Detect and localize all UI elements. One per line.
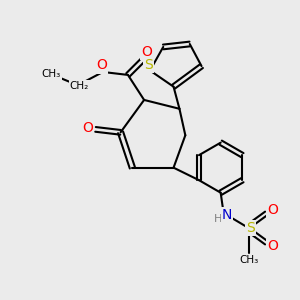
Text: O: O — [141, 45, 152, 59]
Text: CH₃: CH₃ — [42, 69, 61, 79]
Text: CH₂: CH₂ — [70, 81, 89, 91]
Text: O: O — [96, 58, 107, 73]
Text: O: O — [267, 203, 278, 218]
Text: O: O — [82, 121, 93, 135]
Text: O: O — [267, 239, 278, 253]
Text: S: S — [144, 58, 153, 72]
Text: H: H — [214, 214, 223, 224]
Text: CH₃: CH₃ — [239, 255, 258, 266]
Text: N: N — [222, 208, 232, 222]
Text: S: S — [246, 221, 254, 235]
